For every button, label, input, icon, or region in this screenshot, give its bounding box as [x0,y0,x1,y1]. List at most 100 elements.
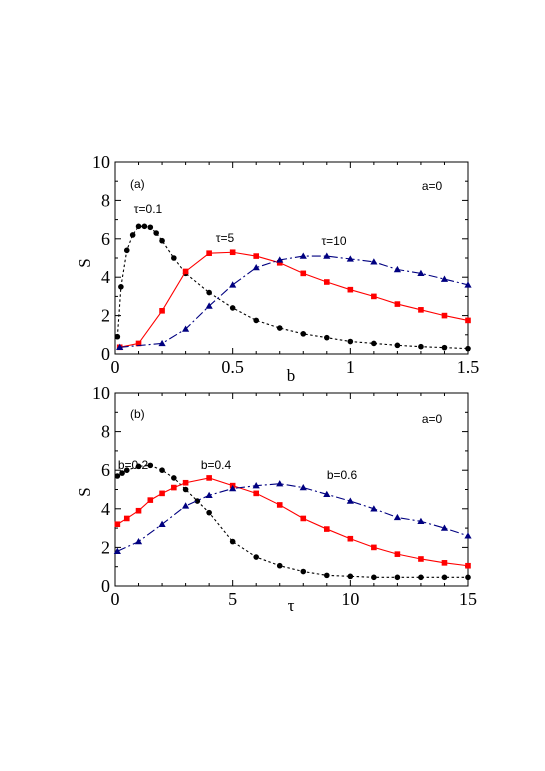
panel-b-data-point [370,505,378,512]
panel-a-data-point [118,284,124,290]
panel-a-series-line [119,255,469,348]
panel-b-data-point [394,574,401,581]
panel-b-data-point [418,556,424,562]
panel-a-data-point [147,224,154,231]
panel-b-data-point [465,562,471,569]
panel-a-data-point [114,333,121,340]
panel-a-data-point [129,232,136,238]
panel-a-xtick-label: 1 [346,357,355,377]
panel-a-ytick-label: 2 [101,306,110,326]
panel-a-data-point [371,293,377,300]
panel-b-data-point [135,507,142,514]
panel-b-data-point [123,515,130,522]
panel-b-data-point [205,491,213,498]
panel-b-data-point [394,551,401,557]
panel-a-data-point [116,343,124,350]
panel-b-series-3 [113,480,472,554]
panel-a-data-point [276,260,283,266]
panel-b-data-point [253,490,259,497]
panel-a-data-point [347,286,354,293]
panel-a-data-point [123,247,130,254]
panel-a-data-point [229,305,236,311]
panel-b-data-point [147,497,154,503]
panel-b-ytick-label: 4 [101,499,110,519]
panel-b-data-point [323,490,331,498]
panel-b-data-point [158,520,166,527]
panel-b-ytick-label: 6 [101,460,110,480]
panel-b-curve-label-1: b=0.2 [118,458,149,472]
panel-a-data-point [465,345,471,352]
panel-b-data-point [300,568,307,575]
panel-a-data-point [347,338,354,345]
panel-a-data-point [417,269,425,277]
panel-b-data-point [229,538,236,545]
panel-b-data-point [347,573,354,580]
panel-a-ytick-label: 6 [101,229,110,249]
panel-a-data-point [229,281,237,288]
panel-a-curve-label-3: τ=10 [321,234,346,248]
panel-b-series-1 [114,462,471,581]
panel-b-data-point [324,526,330,532]
panel-a-data-point [465,317,471,324]
panel-a-parameter-annotation: a=0 [422,179,443,193]
panel-b-data-point [464,532,472,539]
panel-a-data-point [229,249,236,256]
panel-b-data-point [276,502,283,508]
panel-b-data-point [114,521,121,528]
panel-b-y-axis-label: S [75,487,94,496]
panel-b-data-point [300,515,307,522]
panel-a-panel-label: (a) [130,177,145,191]
panel-a-data-point [171,255,177,261]
panel-a-ytick-label: 0 [101,344,110,364]
panel-a-data-point [324,279,330,285]
panel-b-data-point [440,524,449,531]
panel-a-data-point [464,281,472,288]
panel-b-data-point [206,475,212,481]
panel-a-data-point [323,252,331,259]
panel-b-data-point [347,535,354,542]
panel-a-data-point [252,264,260,271]
panel-a-data-point [206,250,212,256]
panel-b-data-point [113,547,121,554]
panel-a-ytick-label: 8 [101,190,110,210]
panel-a-series-line [119,251,469,348]
panel-b-data-point [159,467,165,474]
panel-b-x-axis-label: τ [288,596,295,615]
panel-a-curve-label-2: τ=5 [216,231,235,245]
panel-b-series-line [117,477,469,567]
panel-b-xtick-label: 5 [228,589,237,609]
panel-a-data-point [135,340,142,347]
panel-a-data-point [440,275,449,282]
panel-b-data-point [206,509,212,516]
panel-a-xtick-label: 1.5 [457,357,480,377]
panel-b-data-point [182,479,189,486]
panel-b-data-point [159,490,165,497]
panel-b-data-point [182,502,190,509]
panel-a-data-point [418,307,424,313]
panel-a-data-point [182,268,189,275]
panel-a-data-point [441,344,448,351]
panel-a-curve-label-1: τ=0.1 [134,202,163,216]
panel-a-data-point [253,317,259,324]
panel-a-series-3 [116,252,472,350]
panel-a-data-point [276,325,283,331]
panel-a-data-point [276,256,284,263]
panel-b-parameter-annotation: a=0 [422,412,443,426]
panel-b-ytick-label: 2 [101,537,110,557]
panel-b-data-point [371,574,377,581]
panel-a-xtick-label: 0 [111,357,120,377]
panel-a-data-point [371,340,377,347]
panel-a-data-point [153,230,159,236]
panel-b-data-point [229,484,237,492]
panel-a-data-point [141,223,148,230]
panel-a-data-point [441,312,448,319]
panel-b-xtick-label: 15 [459,589,477,609]
panel-b-data-point [393,513,401,521]
panel-b-xtick-label: 0 [111,589,120,609]
panel-a-data-point [300,331,307,337]
panel-a-data-point [300,270,307,277]
panel-a-data-point [324,334,330,341]
panel-b-plot: 0 2 4 6 8 10 0 5 10 15 τ S (b) a=0 b=0.2 b=0.4 b=0.6 [75,383,477,615]
panel-b-data-point [465,574,471,581]
